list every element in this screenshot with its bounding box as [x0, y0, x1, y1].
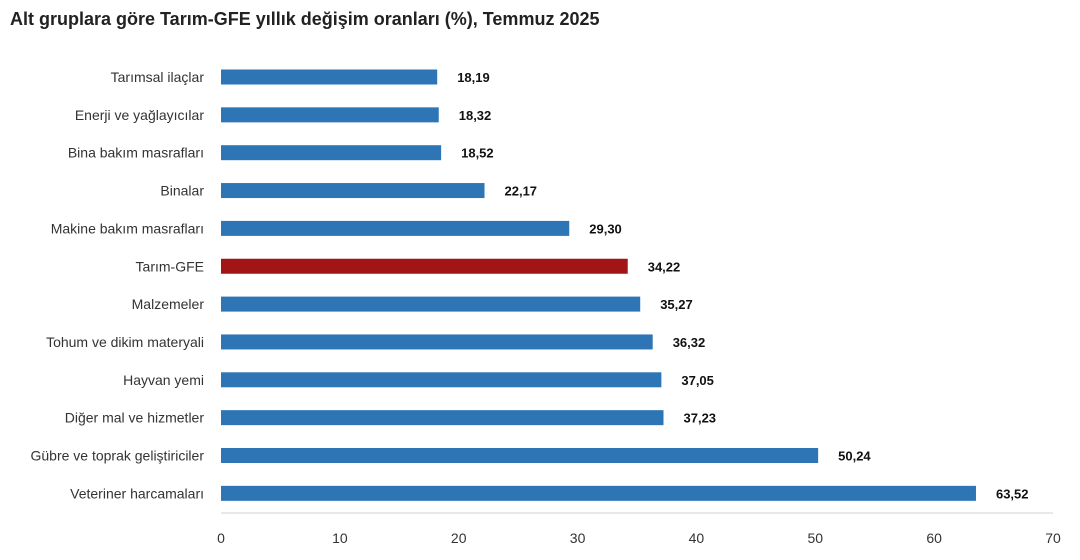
x-tick-label: 60 — [926, 530, 942, 546]
x-tick-label: 40 — [689, 530, 705, 546]
chart-title: Alt gruplara göre Tarım-GFE yıllık değiş… — [10, 9, 600, 29]
category-label: Binalar — [160, 183, 204, 199]
data-label: 37,05 — [681, 373, 714, 388]
data-label: 36,32 — [673, 335, 706, 350]
category-label: Malzemeler — [132, 296, 205, 312]
x-tick-label: 50 — [807, 530, 823, 546]
bar — [221, 69, 438, 85]
x-tick-label: 70 — [1045, 530, 1061, 546]
bar — [221, 448, 819, 463]
category-label: Makine bakım masrafları — [51, 220, 204, 236]
value-labels: 18,19 18,32 18,52 22,17 29,30 34,22 35,27 36,32… — [457, 70, 1028, 501]
category-label: Gübre ve toprak geliştiriciler — [30, 448, 204, 464]
category-labels: Tarımsal ilaçlar Enerji ve yağlayıcılar Bi… — [30, 69, 204, 501]
bar — [221, 410, 664, 426]
bar — [221, 145, 442, 161]
data-label: 50,24 — [838, 449, 871, 464]
data-label: 22,17 — [505, 184, 538, 199]
bar — [221, 296, 641, 312]
category-label: Tarımsal ilaçlar — [111, 69, 205, 85]
category-label: Bina bakım masrafları — [68, 145, 204, 161]
bar — [221, 258, 628, 274]
bar — [221, 485, 976, 501]
x-tick-label: 30 — [570, 530, 586, 546]
bar — [221, 220, 570, 236]
category-label: Hayvan yemi — [123, 372, 204, 388]
bar — [221, 183, 485, 199]
x-axis-ticks: 0 10 20 30 40 50 60 70 — [217, 530, 1061, 546]
data-label: 34,22 — [648, 259, 681, 274]
category-label: Tarım-GFE — [136, 258, 204, 274]
bars-group — [221, 69, 976, 501]
category-label: Tohum ve dikim materyali — [46, 334, 204, 350]
data-label: 29,30 — [589, 221, 622, 236]
bar — [221, 372, 662, 388]
x-tick-label: 20 — [451, 530, 467, 546]
bar — [221, 334, 653, 350]
bar — [221, 107, 439, 123]
x-tick-label: 0 — [217, 530, 225, 546]
category-label: Enerji ve yağlayıcılar — [75, 107, 205, 123]
data-label: 37,23 — [684, 411, 717, 426]
x-tick-label: 10 — [332, 530, 348, 546]
category-label: Veteriner harcamaları — [70, 485, 204, 501]
data-label: 18,32 — [459, 108, 492, 123]
category-label: Diğer mal ve hizmetler — [65, 410, 205, 426]
data-label: 18,19 — [457, 70, 490, 85]
data-label: 35,27 — [660, 297, 693, 312]
data-label: 63,52 — [996, 486, 1029, 501]
data-label: 18,52 — [461, 146, 494, 161]
